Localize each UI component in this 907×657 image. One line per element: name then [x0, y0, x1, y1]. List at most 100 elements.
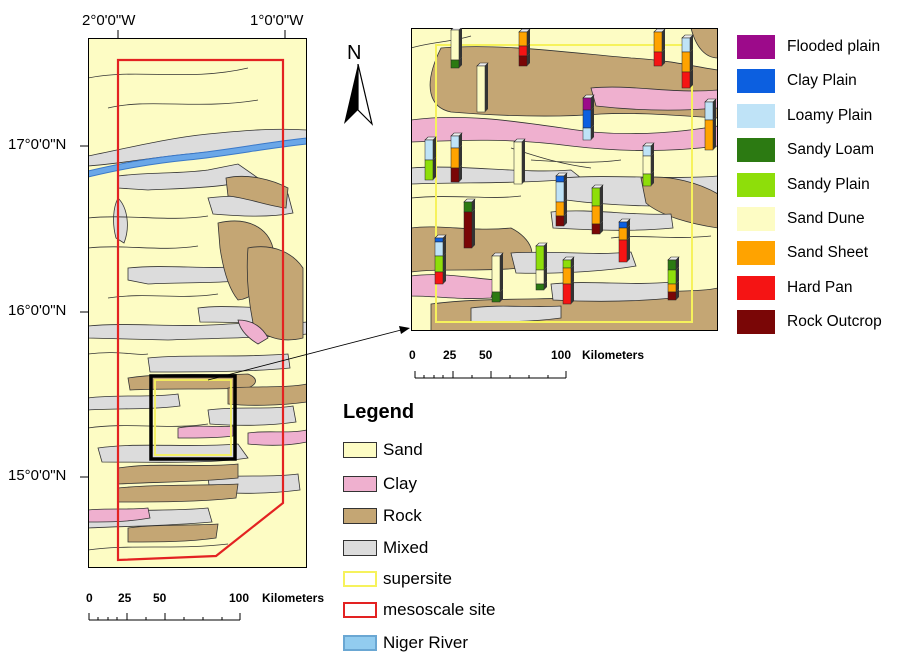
main-map[interactable]: [88, 38, 307, 568]
column-segment-sand-sheet: [562, 267, 572, 285]
column-segment-sandy-plain: [424, 159, 434, 181]
column-segment-sandy-plain: [535, 245, 545, 271]
column-segment-sand-sheet: [704, 119, 714, 151]
column-side: [433, 157, 436, 180]
class-column: [463, 198, 476, 249]
inset-frame: [411, 28, 718, 331]
column-side: [651, 153, 654, 174]
class-column: [424, 136, 437, 181]
column-side: [472, 199, 475, 212]
legend-label: mesoscale site: [383, 600, 496, 619]
latitude-label-16: 16°0'0"N: [8, 302, 67, 319]
class-label: Clay Plain: [787, 72, 857, 90]
column-side: [600, 185, 603, 206]
rock-zone: [225, 175, 289, 209]
inset-scale-label-50: 50: [479, 348, 493, 362]
class-column: [681, 34, 694, 89]
column-side: [662, 49, 665, 66]
column-segment-clay-plain: [618, 221, 628, 229]
supersite-outline: [435, 44, 693, 323]
supersite-extent-box[interactable]: [149, 374, 237, 461]
class-label: Loamy Plain: [787, 106, 873, 124]
column-side: [571, 281, 574, 304]
column-side: [459, 165, 462, 182]
main-scale-bar-graphic: [88, 613, 241, 621]
column-side: [713, 99, 716, 120]
column-side: [443, 269, 446, 284]
class-column: [513, 138, 526, 185]
legend-label: Niger River: [383, 633, 469, 652]
class-column: [476, 62, 489, 113]
column-segment-clay-plain: [582, 109, 592, 129]
class-column: [434, 234, 447, 285]
column-segment-sand-sheet: [591, 205, 601, 225]
rock-zone: [127, 523, 219, 543]
zoom-connector-arrow: [207, 326, 410, 381]
column-side: [676, 267, 679, 284]
class-column: [642, 142, 655, 187]
column-side: [676, 289, 679, 300]
clay-zone: [237, 319, 269, 345]
column-segment-sandy-loam: [535, 283, 545, 291]
inset-scale-label-25: 25: [443, 348, 457, 362]
column-side: [459, 133, 462, 148]
column-segment-sandy-plain: [591, 187, 601, 207]
legend-swatch: [343, 442, 377, 458]
column-segment-sand-dune: [513, 141, 523, 185]
clay-zone: [177, 425, 234, 439]
column-side: [600, 203, 603, 224]
column-segment-sandy-plain: [434, 255, 444, 273]
column-segment-sandy-loam: [667, 259, 677, 271]
column-side: [500, 289, 503, 302]
class-column: [618, 218, 631, 263]
column-side: [544, 243, 547, 270]
column-segment-sand-sheet: [450, 147, 460, 169]
class-swatch: [737, 310, 775, 335]
class-column: [555, 172, 568, 227]
column-segment-sand-sheet: [518, 31, 528, 47]
class-column: [704, 98, 717, 151]
column-side: [472, 209, 475, 248]
class-column: [518, 28, 531, 67]
rock-zone: [117, 463, 239, 485]
column-side: [544, 281, 547, 290]
supersite-outline: [154, 379, 232, 456]
column-segment-rock-outcrop: [463, 211, 473, 249]
column-segment-sandy-loam: [450, 59, 460, 69]
class-swatch: [737, 172, 775, 197]
clay-zone: [590, 86, 718, 111]
scale-label-50: 50: [153, 591, 167, 605]
latitude-label-17: 17°0'0"N: [8, 136, 67, 153]
legend-swatch: [343, 508, 377, 524]
column-segment-sand-sheet: [681, 51, 691, 73]
column-segment-clay-plain: [555, 175, 565, 183]
column-segment-sand-dune: [642, 155, 652, 175]
inset-scale-bar-graphic: [414, 371, 567, 379]
column-segment-loamy-plain: [450, 135, 460, 149]
inset-scale-label-100: 100: [551, 348, 572, 362]
inset-map[interactable]: [411, 28, 718, 331]
column-segment-rock-outcrop: [591, 223, 601, 235]
column-segment-sandy-plain: [642, 173, 652, 187]
column-side: [627, 225, 630, 240]
column-segment-sand-dune: [476, 65, 486, 113]
column-segment-sand-sheet: [653, 31, 663, 53]
latitude-label-15: 15°0'0"N: [8, 467, 67, 484]
main-map-geology-polygons: [88, 67, 307, 551]
legend-label: Mixed: [383, 538, 429, 557]
class-swatch: [737, 69, 775, 94]
scale-label-0: 0: [86, 591, 93, 605]
column-side: [527, 29, 530, 46]
column-side: [443, 253, 446, 272]
main-map-ticks: [80, 30, 286, 478]
clay-zone: [411, 116, 718, 151]
longitude-label-west: 2°0'0"W: [82, 12, 136, 29]
column-side: [651, 143, 654, 156]
column-side: [527, 43, 530, 56]
column-side: [433, 137, 436, 160]
column-segment-rock-outcrop: [555, 215, 565, 227]
legend-swatch: [343, 571, 377, 587]
column-segment-clay-plain: [434, 237, 444, 243]
mixed-zone: [550, 210, 674, 231]
column-side: [690, 35, 693, 52]
